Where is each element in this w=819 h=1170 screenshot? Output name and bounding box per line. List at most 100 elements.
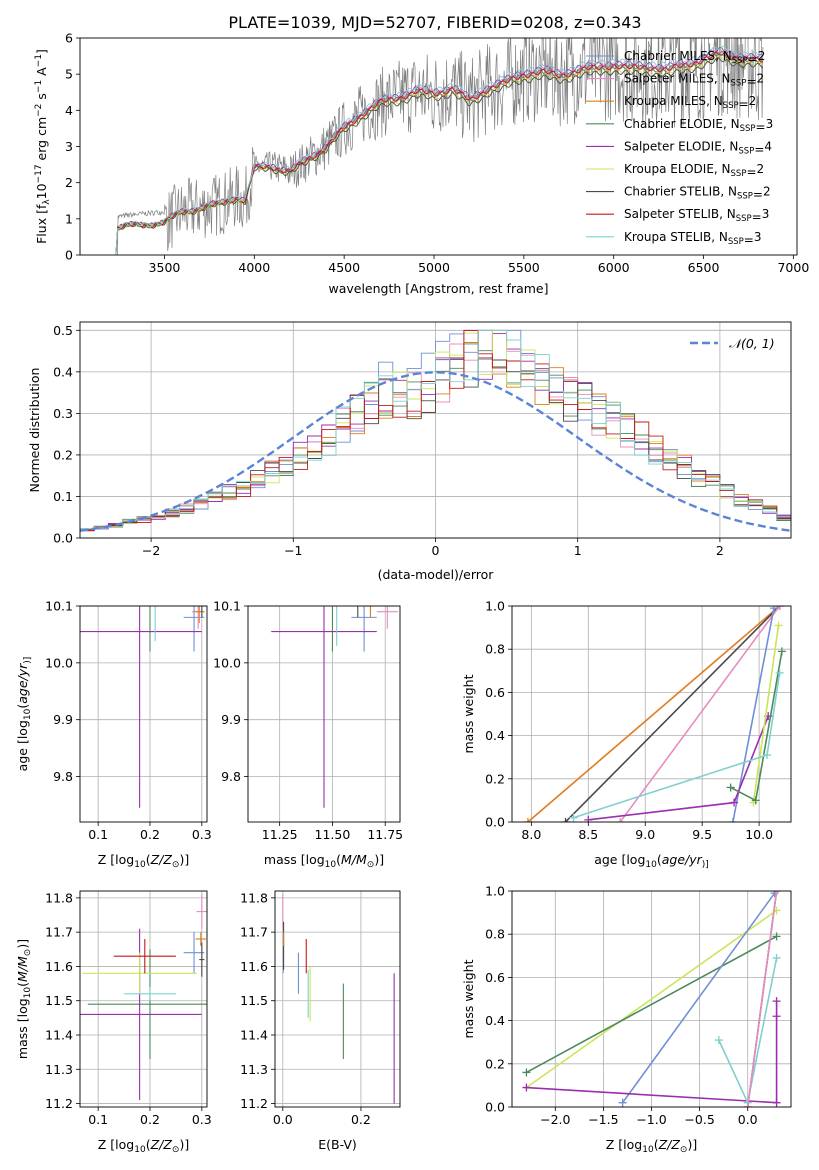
x-axis-label-part: )] — [702, 860, 709, 870]
x-axis-label-part: Z [log — [606, 1137, 642, 1152]
x-axis-label-part: ⊙ — [367, 860, 375, 870]
legend-ssp: SSP — [731, 79, 747, 89]
x-axis-label: Z [log10(Z/Z⊙)] — [98, 852, 189, 870]
x-axis-label-part: )] — [179, 852, 189, 867]
x-tick-label: 0.3 — [192, 827, 212, 842]
y-tick-label: 0.2 — [485, 1056, 505, 1071]
mass-weight-marker — [774, 621, 783, 630]
y-axis-label: mass weight — [461, 674, 476, 753]
x-tick-label: 9.0 — [635, 827, 655, 842]
x-axis-label-part: ( — [146, 852, 151, 867]
y-axis-label: age [log10(age/yr)] — [15, 657, 33, 772]
y-axis-label-part: ⊙ — [23, 949, 33, 957]
y-axis-label-part: mass [log — [15, 998, 30, 1059]
y-tick-label: 11.6 — [240, 959, 268, 974]
legend-n: , N — [722, 139, 739, 153]
x-axis-label-part: Z [log — [98, 852, 134, 867]
mass-weight-line-1 — [525, 909, 778, 1089]
x-axis-label: age [log10(age/yr)] — [594, 852, 709, 870]
x-tick-label: 6000 — [598, 260, 630, 275]
figure-title: PLATE=1039, MJD=52707, FIBERID=0208, z=0… — [228, 13, 641, 32]
y-tick-label: 11.2 — [45, 1096, 73, 1111]
y-tick-label: 11.2 — [240, 1096, 268, 1111]
y-axis-label-part: A — [34, 67, 49, 80]
mass-weight-marker — [561, 818, 570, 822]
x-tick-label: −2 — [142, 543, 160, 558]
y-axis-label-part: ( — [15, 704, 30, 709]
x-axis-label-part: age [log — [594, 852, 645, 867]
axes-frame — [511, 605, 792, 823]
legend-ssp: SSP — [740, 124, 756, 134]
x-axis-label: Z [log10(Z/Z⊙)] — [98, 1137, 189, 1155]
x-tick-label: 0.1 — [88, 1112, 108, 1127]
x-tick-label: 8.5 — [578, 827, 598, 842]
x-axis-label-part: M/M — [341, 852, 367, 867]
mass-weight-marker — [522, 1083, 531, 1092]
y-axis-label-part: λ — [42, 199, 52, 205]
y-axis-label-part: −1 — [34, 80, 44, 93]
x-axis-label-part: ⊙ — [172, 860, 180, 870]
legend-ssp: SSP — [737, 192, 753, 202]
mass-weight-marker — [763, 751, 772, 760]
y-axis-label-part: )] — [15, 939, 30, 949]
legend-ssp-count: 3 — [754, 230, 762, 244]
legend-ssp: SSP — [736, 214, 752, 224]
legend-ssp-count: 2 — [763, 185, 771, 199]
legend-entry-name: Chabrier STELIB — [624, 185, 720, 199]
x-tick-label: 5000 — [418, 260, 450, 275]
mass-weight-marker — [772, 953, 781, 962]
y-tick-label: 0.5 — [53, 323, 73, 338]
y-tick-label: 11.3 — [45, 1062, 73, 1077]
x-tick-label: 10.0 — [745, 827, 773, 842]
histogram-step-0 — [80, 329, 791, 530]
x-axis-label-part: )] — [374, 852, 384, 867]
legend-ssp: SSP — [738, 146, 754, 156]
y-tick-label: 0.8 — [485, 927, 505, 942]
plot-area-age_vs_Z — [80, 606, 205, 808]
legend-ssp-count: 2 — [757, 162, 765, 176]
y-tick-label: 0.6 — [485, 685, 505, 700]
legend-ssp: SSP — [728, 237, 744, 247]
axes-frame — [79, 605, 208, 823]
mass-weight-marker — [616, 818, 625, 822]
legend-n: , N — [714, 162, 731, 176]
legend-n: , N — [715, 49, 732, 63]
y-tick-label: 10.0 — [45, 655, 73, 670]
x-tick-label: −0.5 — [684, 1112, 714, 1127]
x-tick-label: −2.0 — [540, 1112, 570, 1127]
mass-weight-marker — [769, 606, 778, 613]
y-tick-label: 0.0 — [485, 815, 505, 830]
plot-area-mass_vs_ebv — [282, 894, 395, 1104]
y-tick-label: 4 — [65, 103, 73, 118]
y-axis-label-part: −2 — [34, 104, 44, 117]
x-tick-label: 1 — [574, 543, 582, 558]
x-axis-label-part: age/yr — [662, 852, 703, 867]
x-tick-label: −1 — [284, 543, 302, 558]
y-axis-label-part: age [log — [15, 720, 30, 771]
x-axis-label-part: 10 — [134, 860, 146, 870]
y-tick-label: 5 — [65, 67, 73, 82]
x-tick-label: 4000 — [238, 260, 270, 275]
x-axis-label-part: Z/Z — [150, 852, 173, 867]
legend-entry: Salpeter MILES, NSSP=2 — [624, 72, 764, 89]
y-tick-label: 0.0 — [485, 1100, 505, 1115]
axes-frame — [247, 605, 401, 823]
x-axis-label-part: 10 — [642, 1145, 654, 1155]
y-axis-label: mass weight — [461, 959, 476, 1038]
legend-entry: Chabrier STELIB, NSSP=2 — [624, 185, 771, 202]
x-tick-label: 0.0 — [738, 1112, 758, 1127]
x-tick-label: 0.0 — [273, 1112, 293, 1127]
mass-weight-marker — [775, 606, 784, 610]
y-axis-label-part: −1 — [34, 54, 44, 67]
y-tick-label: 10.1 — [45, 599, 73, 614]
x-tick-label: 0.1 — [88, 827, 108, 842]
plot-area-mass_vs_Z — [80, 894, 207, 1101]
mass-weight-marker — [772, 932, 781, 941]
y-axis-label-part: 10 — [23, 987, 33, 999]
y-tick-label: 0.4 — [485, 1013, 505, 1028]
mass-weight-marker — [772, 1012, 781, 1021]
legend-entry-name: Kroupa STELIB — [624, 230, 711, 244]
x-tick-label: 0 — [432, 543, 440, 558]
